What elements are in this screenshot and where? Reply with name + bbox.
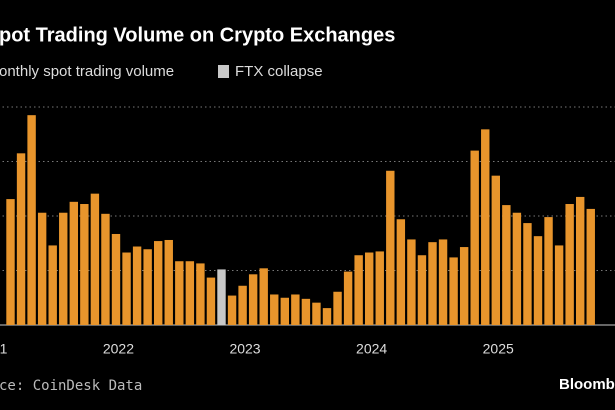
bar xyxy=(512,212,522,325)
bar xyxy=(227,295,237,325)
bar xyxy=(470,150,479,325)
bar xyxy=(586,208,595,325)
bar xyxy=(481,129,490,325)
bar xyxy=(196,263,205,325)
x-tick-label: 2022 xyxy=(103,341,134,357)
bar xyxy=(438,239,448,325)
bar xyxy=(375,251,384,325)
bar xyxy=(259,268,268,325)
bar xyxy=(154,241,163,325)
bar xyxy=(449,257,458,325)
bar xyxy=(122,252,131,325)
bar xyxy=(16,153,26,325)
bar xyxy=(554,245,564,325)
bar xyxy=(312,302,321,325)
bar xyxy=(343,271,353,325)
bar xyxy=(322,308,332,325)
source: ce: CoinDesk Data xyxy=(0,378,142,394)
bar xyxy=(280,297,289,325)
bar xyxy=(164,239,173,325)
bar xyxy=(407,239,416,325)
legend-label: FTX collapse xyxy=(235,63,323,80)
bar xyxy=(132,246,142,325)
bar xyxy=(80,204,89,325)
bar xyxy=(217,269,226,325)
bar xyxy=(523,223,532,325)
bar xyxy=(69,201,78,325)
bar xyxy=(396,219,406,325)
bar xyxy=(428,242,437,325)
bar xyxy=(565,204,574,325)
bar xyxy=(90,193,100,325)
bar xyxy=(37,212,47,325)
bar xyxy=(533,236,543,325)
bar xyxy=(143,249,152,325)
bar xyxy=(238,285,247,325)
legend-label: onthly spot trading volume xyxy=(0,63,174,80)
x-tick-label: 2023 xyxy=(229,341,260,357)
bar xyxy=(6,199,15,325)
bar xyxy=(502,205,511,325)
bar xyxy=(248,274,258,325)
bar xyxy=(101,213,110,325)
bar xyxy=(301,298,311,325)
bar xyxy=(206,277,216,325)
x-tick-label: 2024 xyxy=(356,341,387,357)
brand: Bloomb xyxy=(559,376,615,393)
bar xyxy=(354,255,363,325)
bar xyxy=(576,196,585,325)
chart-title: pot Trading Volume on Crypto Exchanges xyxy=(0,24,395,46)
bar xyxy=(59,212,68,325)
bar xyxy=(417,255,427,325)
legend-swatch xyxy=(218,65,229,78)
bar xyxy=(27,115,36,325)
bar xyxy=(111,233,121,325)
bar xyxy=(48,245,57,325)
x-tick-label: 1 xyxy=(0,341,8,357)
bar xyxy=(386,170,395,325)
bar xyxy=(291,294,300,325)
bar xyxy=(544,217,553,325)
bar xyxy=(175,261,184,325)
bar xyxy=(185,261,195,325)
bar xyxy=(491,175,500,325)
bar xyxy=(365,252,374,325)
bar xyxy=(270,294,279,325)
bar xyxy=(459,247,469,325)
bar xyxy=(333,291,342,325)
x-tick-label: 2025 xyxy=(483,341,514,357)
